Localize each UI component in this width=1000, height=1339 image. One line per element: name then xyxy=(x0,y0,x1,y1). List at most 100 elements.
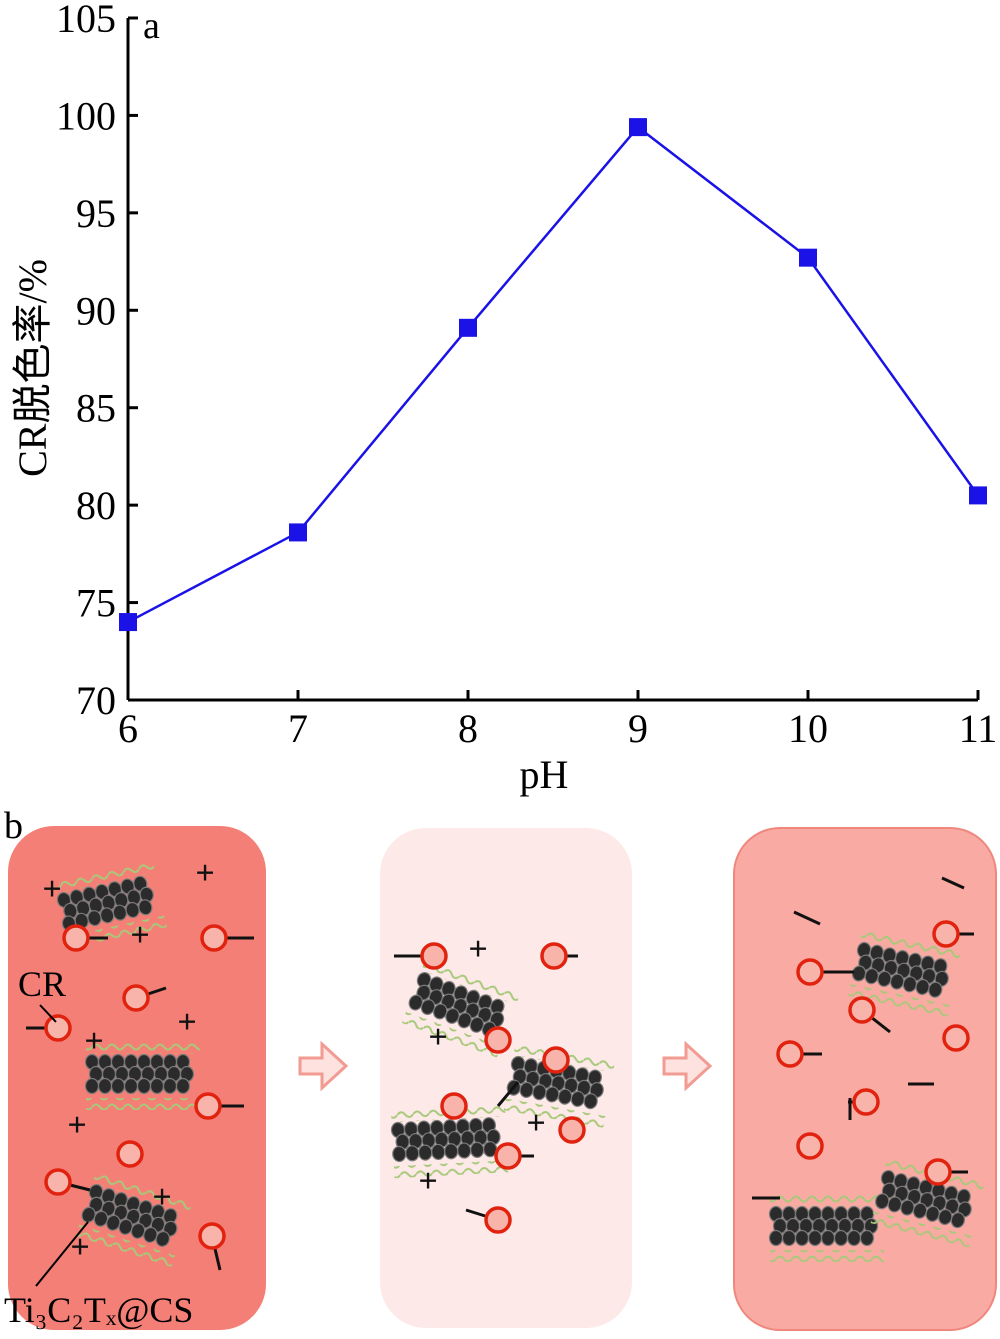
data-point xyxy=(629,118,647,137)
chart-panel-a: a CR脱色率/% pH 6 7 8 9 10 11 70 75 80 85 90 95 100 105 xyxy=(10,0,998,797)
composite-label: Ti₃C₂Tₓ@CS xyxy=(4,1290,193,1330)
composite-label-leader xyxy=(35,1221,89,1287)
mxene-atom xyxy=(149,1077,165,1095)
dye-head xyxy=(200,924,228,952)
y-tick-label: 85 xyxy=(76,386,116,431)
positive-charge: + xyxy=(67,1107,86,1144)
positive-charge: + xyxy=(70,1229,89,1266)
cr-dye-molecule xyxy=(542,1046,570,1074)
mxene-atom xyxy=(457,1142,472,1159)
cr-dye-molecule xyxy=(194,1092,244,1120)
cr-dye-molecule xyxy=(394,942,448,970)
series-line xyxy=(127,125,980,624)
positive-charge: + xyxy=(130,917,149,954)
dye-head xyxy=(542,1046,570,1074)
mxene-atom xyxy=(846,1229,862,1247)
cr-dye-molecule xyxy=(440,1092,468,1120)
y-tick-label: 100 xyxy=(56,93,116,138)
mxene-atom xyxy=(859,1229,875,1247)
dye-head xyxy=(932,920,960,948)
positive-charge: + xyxy=(428,1019,447,1056)
x-tick-label: 7 xyxy=(288,706,308,751)
cr-dye-molecule xyxy=(122,984,167,1012)
dye-head xyxy=(198,1222,226,1250)
x-tick-label: 11 xyxy=(959,706,998,751)
x-tick-label: 6 xyxy=(118,706,138,751)
mxene-atom xyxy=(583,1093,598,1110)
chitosan-chain xyxy=(75,1224,176,1268)
adsorption-schematic: b + + + + + + + + + + + + CR Ti₃C₂Tₓ@CS xyxy=(4,805,997,1331)
dye-head xyxy=(122,984,150,1012)
mxene-atom xyxy=(138,899,153,916)
dye-head xyxy=(484,1026,512,1054)
dye-head xyxy=(848,996,876,1024)
negative-charge xyxy=(793,910,821,926)
composite-sheet xyxy=(401,959,521,1058)
mxene-atom xyxy=(155,1230,170,1247)
dye-head xyxy=(558,1116,586,1144)
dye-head xyxy=(494,1142,522,1170)
dye-head xyxy=(116,1140,144,1168)
mxene-atom xyxy=(405,1145,420,1162)
chitosan-chain xyxy=(92,1171,193,1214)
positive-charge: + xyxy=(177,1004,196,1041)
mxene-atom xyxy=(123,1077,139,1095)
mxene-atom xyxy=(768,1229,784,1247)
panel-label-b: b xyxy=(4,805,23,847)
cr-dye-molecule xyxy=(942,1024,970,1052)
positive-charge: + xyxy=(152,1179,171,1216)
dye-head xyxy=(796,958,824,986)
mxene-atom xyxy=(136,1077,152,1095)
cr-dye-molecule xyxy=(116,1140,144,1168)
positive-charge: + xyxy=(526,1105,545,1142)
dye-head xyxy=(776,1040,804,1068)
cr-label: CR xyxy=(18,964,66,1004)
positive-charge: + xyxy=(42,871,61,908)
negative-charge xyxy=(496,1081,520,1107)
x-axis-label: pH xyxy=(520,752,569,797)
x-tick-label: 8 xyxy=(458,706,478,751)
mxene-atom xyxy=(807,1229,823,1247)
chitosan-chain xyxy=(53,860,156,894)
cr-dye-molecule xyxy=(924,1158,968,1186)
mxene-atom xyxy=(833,1229,849,1247)
cr-dye-molecule xyxy=(198,1222,226,1271)
chitosan-chain xyxy=(393,1160,509,1179)
mxene-atom xyxy=(97,1077,113,1095)
cr-dye-molecule xyxy=(796,1132,824,1160)
mxene-atom xyxy=(162,1077,178,1095)
composite-sheet xyxy=(768,1194,884,1262)
positive-charge: + xyxy=(418,1163,437,1200)
data-point xyxy=(289,523,307,542)
dye-head xyxy=(62,924,90,952)
mxene-atom xyxy=(110,1077,126,1095)
process-arrow-2 xyxy=(662,1040,713,1092)
dye-head xyxy=(924,1158,952,1186)
y-tick-label: 90 xyxy=(76,288,116,333)
dye-head xyxy=(44,1168,72,1196)
dye-head xyxy=(540,942,568,970)
x-tick-label: 9 xyxy=(628,706,648,751)
mxene-atom xyxy=(781,1229,797,1247)
composite-sheet xyxy=(75,1171,193,1268)
positive-charge: + xyxy=(84,1023,103,1060)
line-chart: a CR脱色率/% pH 6 7 8 9 10 11 70 75 80 85 90 95 100 105 xyxy=(10,0,998,797)
mxene-atom xyxy=(794,1229,810,1247)
mxene-atom xyxy=(431,1143,446,1161)
cr-dye-molecule xyxy=(44,1168,91,1196)
chitosan-chain xyxy=(86,1098,200,1110)
dye-head xyxy=(484,1206,512,1234)
chitosan-chain xyxy=(421,959,521,1005)
schematic-panel-b: b + + + + + + + + + + + + CR Ti₃C₂Tₓ@CS xyxy=(0,800,1000,1334)
dye-head xyxy=(420,942,448,970)
y-tick-label: 80 xyxy=(76,483,116,528)
positive-charge: + xyxy=(195,855,214,892)
mxene-atom xyxy=(950,1212,966,1229)
data-point xyxy=(799,248,817,267)
y-axis-label: CR脱色率/% xyxy=(10,259,55,477)
cr-dye-molecule xyxy=(465,1206,512,1234)
mxene-atom xyxy=(928,981,943,998)
chitosan-chain xyxy=(770,1194,884,1206)
mxene-atom xyxy=(444,1143,459,1160)
negative-charge xyxy=(941,876,965,890)
